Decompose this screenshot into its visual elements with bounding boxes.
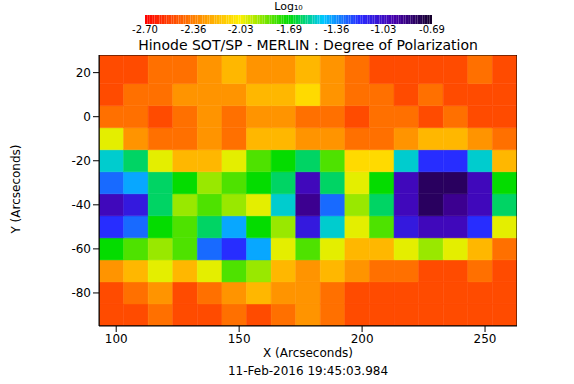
svg-text:250: 250	[474, 332, 497, 346]
html-text:Y (Arcseconds): Y (Arcseconds)	[9, 144, 23, 234]
html-text:Log₁₀: Log₁₀	[274, 0, 303, 13]
svg-text:-2.36: -2.36	[181, 24, 207, 35]
svg-text:-40: -40	[71, 198, 91, 212]
svg-text:-1.36: -1.36	[323, 24, 349, 35]
svg-text:-20: -20	[71, 154, 91, 168]
svg-text:150: 150	[228, 332, 251, 346]
html-text:Hinode SOT/SP - MERLIN : Degre: Hinode SOT/SP - MERLIN : Degree of Polar…	[138, 37, 478, 53]
svg-text:-2.70: -2.70	[132, 24, 158, 35]
svg-text:20: 20	[76, 66, 91, 80]
html-text:X (Arcseconds): X (Arcseconds)	[263, 346, 353, 360]
svg-text:-0.69: -0.69	[419, 24, 445, 35]
svg-text:200: 200	[351, 332, 374, 346]
svg-text:-2.03: -2.03	[228, 24, 254, 35]
svg-text:100: 100	[105, 332, 128, 346]
svg-text:-1.03: -1.03	[371, 24, 397, 35]
svg-text:-60: -60	[71, 242, 91, 256]
svg-text:0: 0	[83, 110, 91, 124]
html-text:11-Feb-2016 19:45:03.984: 11-Feb-2016 19:45:03.984	[227, 364, 389, 378]
svg-text:-1.69: -1.69	[276, 24, 302, 35]
svg-text:-80: -80	[71, 286, 91, 300]
